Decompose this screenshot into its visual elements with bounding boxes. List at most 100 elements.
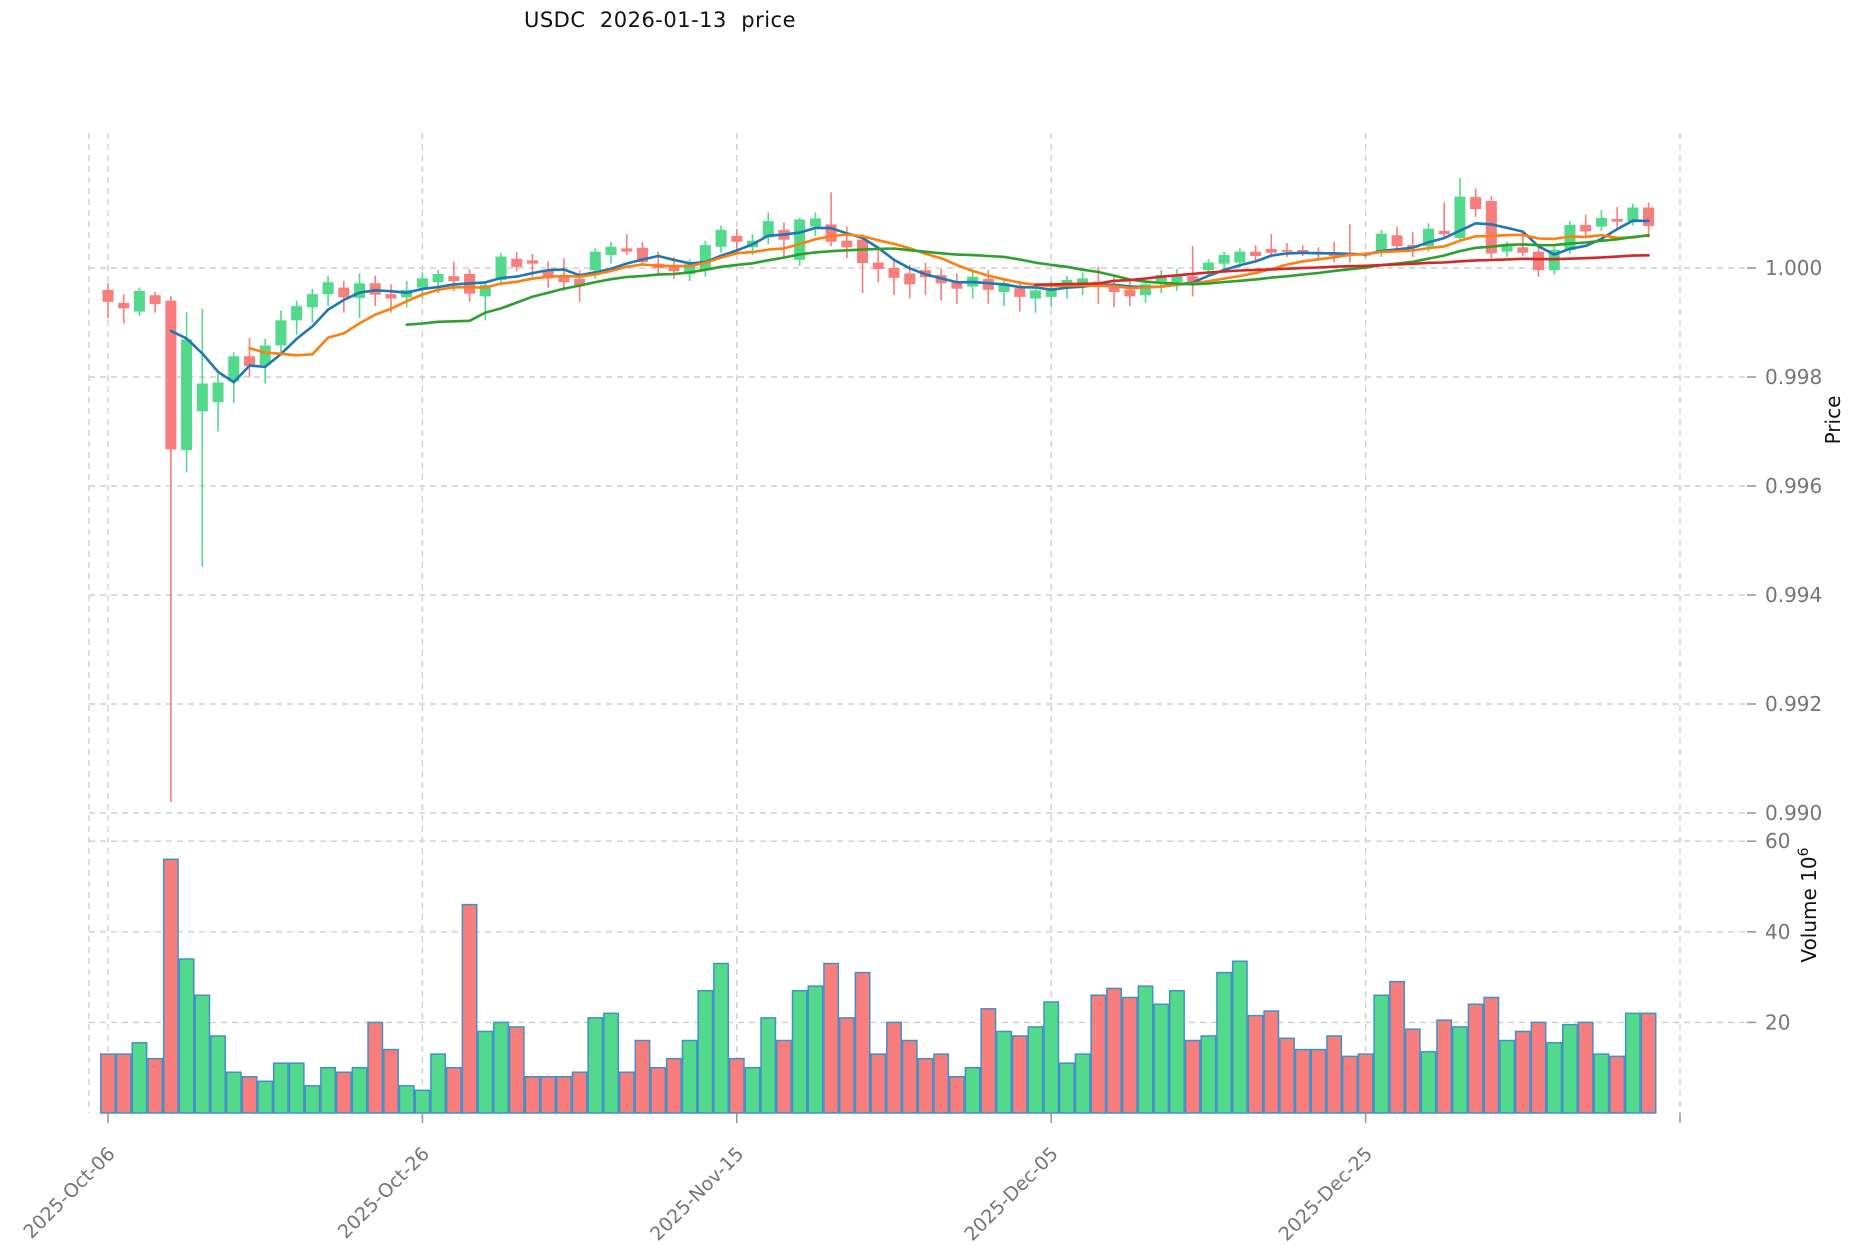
volume-bar	[1121, 996, 1138, 1114]
volume-bar	[430, 1053, 447, 1114]
volume-bar	[1279, 1037, 1295, 1114]
candle-body	[1375, 233, 1387, 253]
price-tick-label: 1.000	[1765, 256, 1822, 280]
volume-bar	[1106, 987, 1123, 1114]
volume-bar	[524, 1076, 541, 1114]
volume-bar	[1404, 1028, 1421, 1114]
volume-bar	[414, 1089, 431, 1114]
candle-body	[259, 345, 271, 366]
candle-body	[731, 235, 743, 242]
candle-body	[872, 262, 884, 270]
volume-bar	[1294, 1048, 1311, 1114]
candle-body	[448, 276, 460, 282]
volume-bar	[1451, 1026, 1468, 1114]
volume-bar	[1530, 1021, 1547, 1114]
volume-bar	[1640, 1012, 1657, 1114]
candle-body	[1218, 254, 1230, 264]
volume-bar	[713, 962, 730, 1114]
volume-bar	[1263, 1010, 1280, 1114]
candle-body	[1485, 200, 1497, 254]
candle-body	[857, 239, 869, 264]
volume-bar	[996, 1030, 1012, 1114]
volume-bar	[1546, 1042, 1563, 1114]
price-tick-label: 0.990	[1765, 801, 1822, 825]
volume-bar	[1200, 1035, 1217, 1114]
candle-body	[212, 382, 224, 403]
volume-tick-label: 60	[1765, 829, 1790, 853]
candle-body	[904, 273, 916, 285]
price-tick-label: 0.994	[1765, 583, 1822, 607]
candle-body	[951, 281, 963, 289]
volume-bar	[1074, 1053, 1091, 1114]
ma-line-20	[405, 234, 1650, 327]
volume-bar	[1577, 1021, 1594, 1114]
volume-bar	[225, 1071, 242, 1114]
volume-bar	[1011, 1035, 1028, 1114]
candle-body	[794, 219, 806, 260]
candle-body	[1077, 278, 1089, 287]
volume-bar	[272, 1062, 289, 1114]
volume-tick-label: 40	[1765, 920, 1790, 944]
volume-bar	[870, 1053, 887, 1114]
candle-body	[1454, 196, 1466, 239]
volume-bar	[493, 1021, 509, 1114]
volume-bar	[917, 1057, 934, 1114]
candle-body	[1580, 224, 1592, 232]
candle-body	[1438, 230, 1450, 235]
volume-bar	[241, 1076, 258, 1114]
candle-body	[1045, 288, 1057, 297]
volume-bar	[320, 1066, 337, 1114]
candle-body	[1250, 251, 1262, 257]
candle-body	[1470, 197, 1482, 210]
volume-bar	[508, 1026, 525, 1114]
candle-body	[338, 287, 350, 298]
volume-bar	[131, 1042, 148, 1114]
volume-bar	[948, 1076, 965, 1114]
candle-body	[385, 294, 397, 299]
volume-bar	[1310, 1048, 1327, 1114]
volume-bar	[1514, 1030, 1531, 1114]
volume-bar	[1624, 1012, 1641, 1114]
candle-body	[369, 283, 381, 295]
volume-bar	[681, 1039, 698, 1114]
grid-layer	[88, 133, 1747, 1113]
volume-bar	[838, 1017, 855, 1114]
candles-layer	[102, 178, 1655, 803]
volume-bar	[335, 1071, 352, 1114]
volume-bar	[1562, 1023, 1578, 1114]
candle-body	[354, 283, 366, 298]
volume-bar	[760, 1017, 777, 1114]
candle-body	[841, 240, 853, 248]
volume-bar	[1043, 1001, 1060, 1114]
volume-bar	[665, 1057, 682, 1114]
candle-body	[511, 258, 523, 267]
volume-bar	[791, 989, 808, 1114]
candle-body	[715, 229, 727, 247]
x-tick-label: 2025-Oct-26	[334, 1143, 434, 1243]
candle-body	[809, 218, 821, 227]
volume-bar	[776, 1039, 792, 1114]
volume-bar	[634, 1039, 651, 1114]
candle-body	[542, 270, 554, 279]
volume-bar	[115, 1053, 132, 1114]
volume-bar	[886, 1021, 902, 1114]
candle-body	[479, 284, 491, 297]
volume-bar	[964, 1066, 981, 1114]
volume-bar	[1357, 1053, 1374, 1114]
price-tick-label: 0.996	[1765, 474, 1822, 498]
volume-bar	[1389, 980, 1405, 1114]
candle-body	[684, 264, 696, 274]
candle-body	[1391, 235, 1403, 247]
volume-bar	[178, 958, 195, 1114]
candle-body	[1140, 284, 1152, 296]
volume-bar	[1153, 1003, 1170, 1114]
candle-body	[432, 273, 444, 283]
volume-bar	[587, 1017, 604, 1114]
candle-body	[668, 266, 680, 272]
volume-bar	[697, 989, 714, 1114]
volume-bar	[367, 1021, 384, 1114]
candle-body	[228, 356, 240, 382]
volume-bar	[1341, 1055, 1358, 1114]
